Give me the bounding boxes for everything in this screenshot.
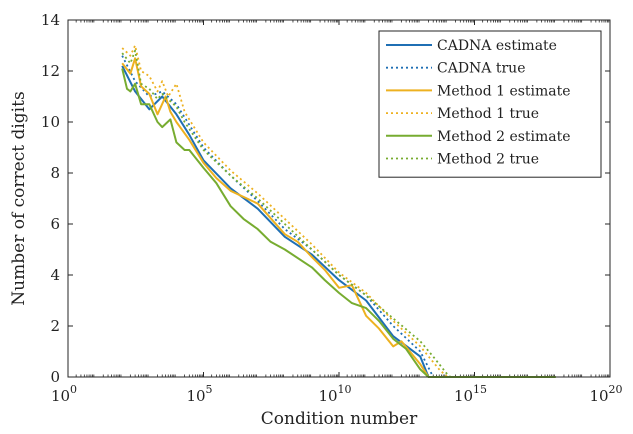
y-axis-label: Number of correct digits bbox=[9, 91, 29, 305]
legend-label: CADNA true bbox=[437, 61, 525, 77]
series-line-method-2-estimate bbox=[121, 68, 556, 378]
legend-label: CADNA estimate bbox=[437, 38, 557, 54]
x-tick-label: 1010 bbox=[318, 383, 351, 405]
x-tick-exponent: 15 bbox=[473, 383, 487, 396]
x-tick-base: 10 bbox=[589, 387, 608, 405]
x-tick-label: 100 bbox=[51, 383, 77, 405]
series-line-method-1-estimate bbox=[121, 57, 430, 378]
series-line-cadna-estimate bbox=[121, 65, 430, 378]
y-tick-label: 14 bbox=[41, 11, 60, 29]
plot-area bbox=[121, 44, 556, 378]
y-tick-label: 6 bbox=[50, 215, 60, 233]
x-tick-base: 10 bbox=[454, 387, 473, 405]
series-line-method-1-true bbox=[121, 44, 449, 378]
x-tick-label: 1020 bbox=[589, 383, 622, 405]
y-tick-label: 8 bbox=[50, 164, 60, 182]
legend-label: Method 2 true bbox=[437, 152, 539, 168]
x-tick-label: 1015 bbox=[454, 383, 487, 405]
x-tick-base: 10 bbox=[186, 387, 205, 405]
series-line-cadna-true bbox=[121, 55, 435, 378]
y-tick-label: 2 bbox=[50, 317, 60, 335]
x-tick-label: 105 bbox=[186, 383, 212, 405]
y-tick-label: 10 bbox=[41, 113, 60, 131]
x-axis-label: Condition number bbox=[261, 409, 418, 429]
y-tick-label: 0 bbox=[50, 368, 60, 386]
x-tick-base: 10 bbox=[318, 387, 337, 405]
legend-label: Method 1 estimate bbox=[437, 83, 571, 99]
y-tick-label: 4 bbox=[50, 266, 60, 284]
x-tick-exponent: 20 bbox=[609, 383, 623, 396]
x-tick-exponent: 10 bbox=[338, 383, 352, 396]
x-tick-base: 10 bbox=[51, 387, 70, 405]
legend-box bbox=[378, 30, 602, 178]
y-tick-label: 12 bbox=[41, 62, 60, 80]
x-tick-exponent: 5 bbox=[206, 383, 213, 396]
plot-frame bbox=[67, 19, 611, 378]
legend-label: Method 2 estimate bbox=[437, 129, 571, 145]
legend: CADNA estimate CADNA true Method 1 estimat… bbox=[378, 30, 602, 178]
x-tick-exponent: 0 bbox=[70, 383, 77, 396]
legend-label: Method 1 true bbox=[437, 106, 539, 122]
